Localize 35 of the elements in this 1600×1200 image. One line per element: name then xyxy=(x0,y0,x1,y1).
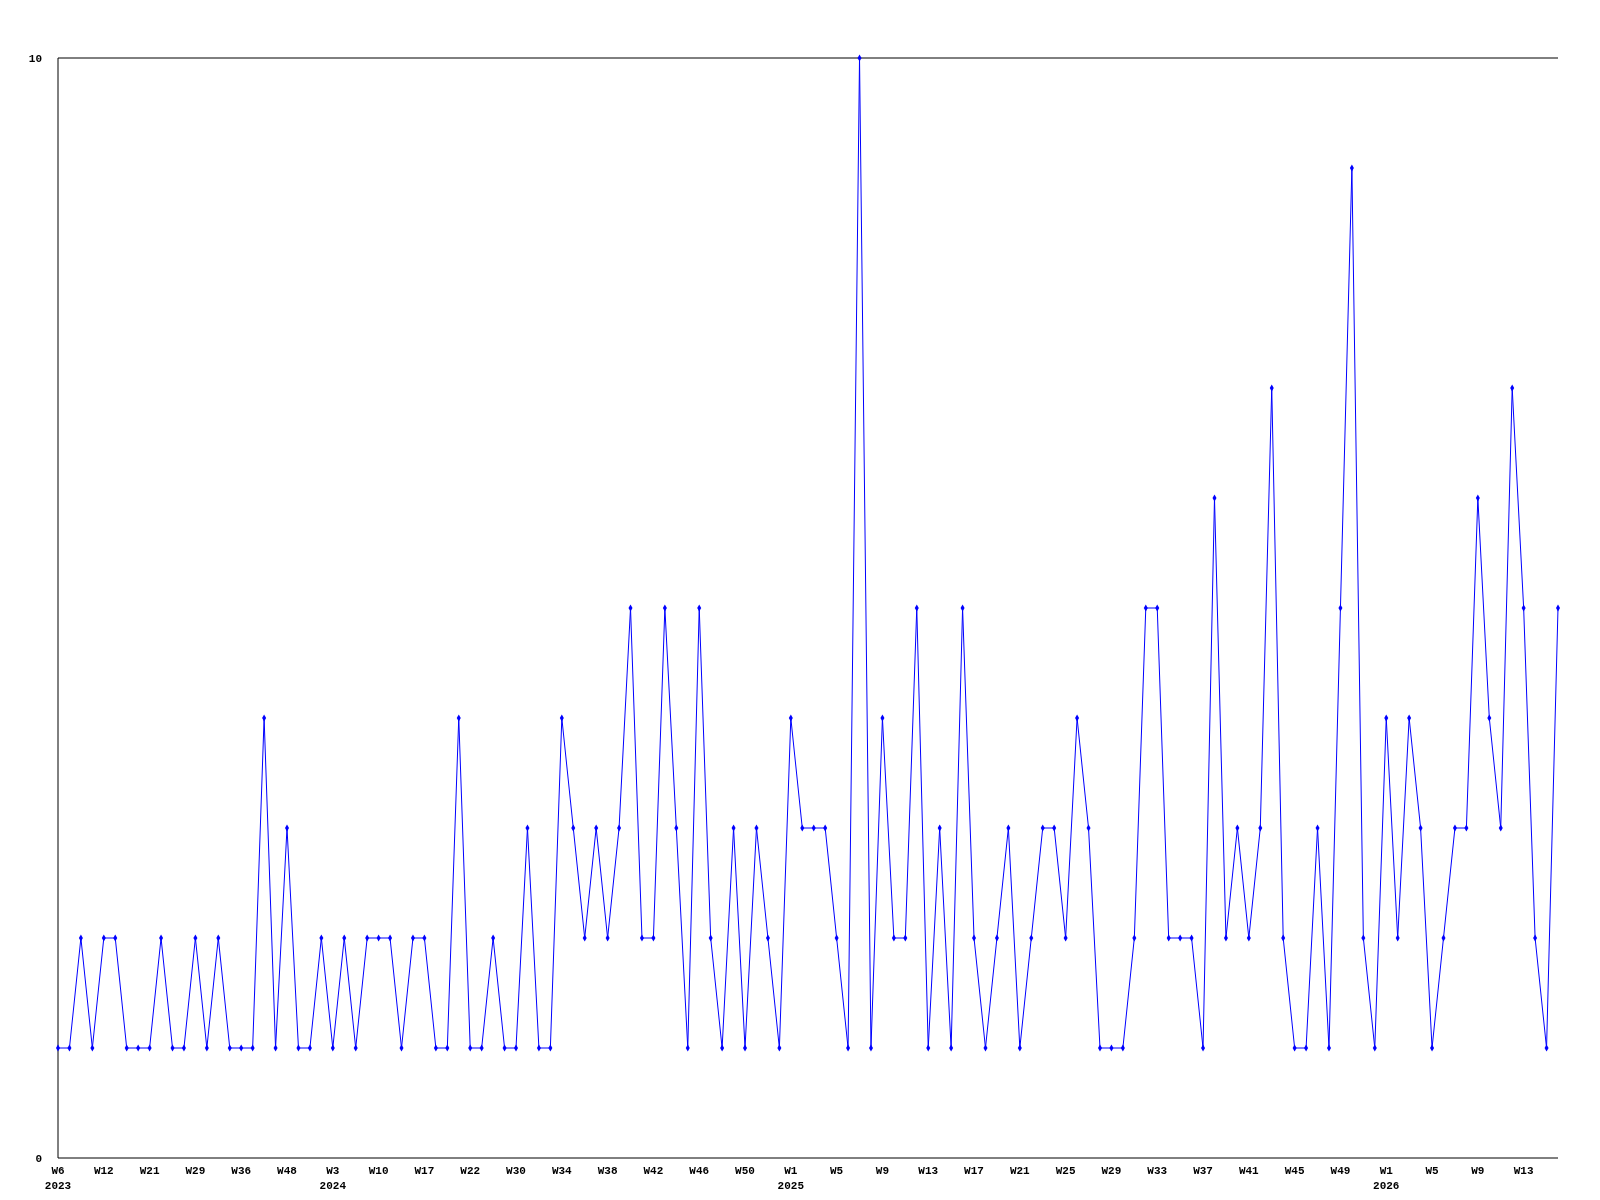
x-tick-label: W13 xyxy=(918,1165,939,1177)
x-tick-label: W5 xyxy=(1425,1165,1440,1177)
x-tick-label: W21 xyxy=(1009,1165,1031,1177)
x-tick-label: W6 2023 xyxy=(44,1165,72,1192)
x-tick-label: W1 2025 xyxy=(777,1165,805,1192)
x-tick-label: W10 xyxy=(368,1165,389,1177)
x-tick-label: W38 xyxy=(597,1165,618,1177)
x-tick-label: W41 xyxy=(1238,1165,1260,1177)
x-tick-label: W29 xyxy=(1101,1165,1122,1177)
x-tick-label: W33 xyxy=(1147,1165,1168,1177)
x-tick-label: W17 xyxy=(964,1165,984,1177)
x-tick-label: W36 xyxy=(231,1165,252,1177)
x-tick-label: W3 2024 xyxy=(319,1165,347,1192)
x-tick-label: W48 xyxy=(277,1165,298,1177)
x-tick-label: W13 xyxy=(1513,1165,1534,1177)
y-tick-label: 0 xyxy=(35,1152,42,1165)
x-tick-label: W29 xyxy=(185,1165,206,1177)
x-tick-label: W5 xyxy=(830,1165,844,1177)
x-tick-label: W30 xyxy=(506,1165,526,1177)
y-tick-label: 10 xyxy=(28,52,42,65)
x-tick-label: W17 xyxy=(414,1165,435,1177)
x-tick-label: W9 xyxy=(875,1165,890,1177)
x-tick-label: W25 xyxy=(1055,1165,1076,1177)
x-tick-label: W50 xyxy=(735,1165,755,1177)
x-tick-label: W22 xyxy=(460,1165,481,1177)
x-tick-label: W45 xyxy=(1284,1165,1305,1177)
x-tick-label: W21 xyxy=(139,1165,160,1177)
x-tick-label: W34 xyxy=(551,1165,573,1177)
x-tick-label: W9 xyxy=(1471,1165,1485,1177)
x-tick-label: W46 xyxy=(689,1165,710,1177)
x-tick-label: W49 xyxy=(1330,1165,1351,1177)
x-tick-label: W1 2026 xyxy=(1373,1165,1400,1192)
x-tick-label: W12 xyxy=(93,1165,114,1177)
x-tick-label: W37 xyxy=(1193,1165,1213,1177)
x-tick-label: W42 xyxy=(643,1165,664,1177)
